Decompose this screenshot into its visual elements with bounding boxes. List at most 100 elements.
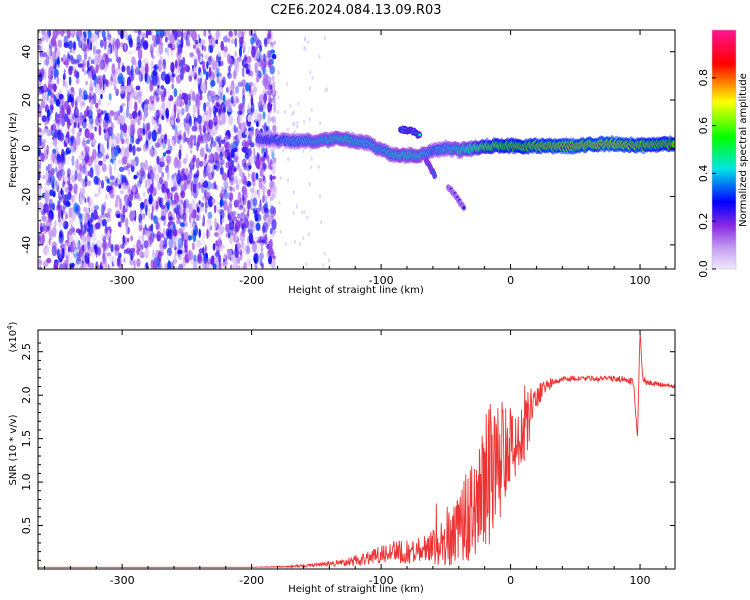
noise-speckle [219,158,225,165]
noise-speckle [227,213,231,222]
noise-speckle [77,213,83,219]
noise-speckle [61,217,66,228]
noise-speckle [144,63,149,75]
noise-speckle [127,159,133,165]
noise-speckle [267,154,270,164]
noise-speckle [87,231,90,237]
noise-speckle [257,190,261,200]
noise-speckle [133,174,138,180]
noise-speckle [82,139,87,147]
noise-speckle [218,61,221,67]
noise-speckle [73,185,78,194]
noise-speckle [170,178,174,184]
noise-speckle [250,102,255,114]
noise-speckle [141,212,146,219]
noise-speckle [232,232,237,243]
noise-speckle [202,159,207,167]
noise-speckle [188,250,194,261]
noise-speckle [224,135,229,142]
noise-speckle [77,243,82,250]
noise-speckle [62,194,65,202]
noise-speckle [241,107,245,118]
sparse-speckle [287,178,290,183]
noise-speckle [63,260,68,269]
noise-speckle [48,198,54,210]
noise-speckle [159,30,165,39]
noise-speckle [81,141,86,149]
noise-speckle [65,147,72,155]
sparse-speckle [320,220,323,225]
noise-speckle [203,30,207,37]
noise-speckle [247,114,253,123]
noise-speckle [155,96,160,101]
noise-speckle [221,218,225,223]
noise-speckle [150,30,153,37]
noise-speckle [262,175,267,185]
noise-speckle [90,65,95,73]
noise-speckle [262,111,266,120]
noise-speckle [267,49,270,59]
noise-speckle [233,92,237,105]
noise-speckle [182,157,187,165]
noise-speckle [170,177,174,188]
noise-speckle [234,224,239,234]
noise-speckle [41,232,45,245]
noise-speckle [91,138,97,146]
noise-speckle [252,241,257,253]
noise-speckle [209,152,214,163]
noise-speckle [152,249,155,259]
noise-speckle [214,159,220,172]
noise-speckle [207,95,211,102]
noise-speckle [208,45,213,54]
noise-speckle [77,63,83,68]
noise-speckle [267,113,271,125]
noise-speckle [74,59,80,64]
noise-speckle [98,124,102,136]
noise-speckle [223,35,228,43]
noise-speckle [104,224,108,234]
noise-speckle [55,115,62,126]
noise-speckle [68,219,74,225]
noise-speckle [145,139,148,148]
snr-x-tick-label: 0 [507,574,514,587]
noise-speckle [64,214,69,220]
noise-speckle [197,256,201,263]
noise-speckle [93,209,98,221]
noise-speckle [172,43,178,49]
noise-speckle [52,226,57,238]
noise-speckle [252,115,255,124]
noise-speckle [64,100,69,111]
noise-speckle [86,180,92,186]
noise-speckle [272,86,275,98]
noise-speckle [254,62,259,73]
noise-speckle [210,141,213,150]
noise-speckle [239,36,244,45]
noise-speckle [149,95,154,102]
noise-speckle [232,70,237,80]
noise-speckle [111,63,116,76]
noise-speckle [250,37,255,45]
noise-speckle [71,145,75,158]
noise-speckle [226,149,231,156]
noise-speckle [126,136,130,148]
noise-speckle [219,193,225,199]
noise-speckle [82,164,86,175]
noise-speckle [115,244,120,252]
noise-speckle [212,243,216,251]
noise-speckle [86,246,89,256]
noise-speckle [202,195,205,201]
noise-speckle [268,200,272,210]
noise-speckle [245,68,250,75]
noise-speckle [137,30,142,38]
noise-speckle [222,94,226,103]
noise-speckle [39,68,45,78]
noise-speckle [219,198,223,208]
noise-speckle [112,184,117,197]
noise-speckle [155,90,158,97]
noise-speckle [87,30,92,39]
noise-speckle [167,43,173,48]
noise-speckle [192,182,198,194]
noise-speckle [89,86,94,97]
sparse-speckle [323,251,326,256]
